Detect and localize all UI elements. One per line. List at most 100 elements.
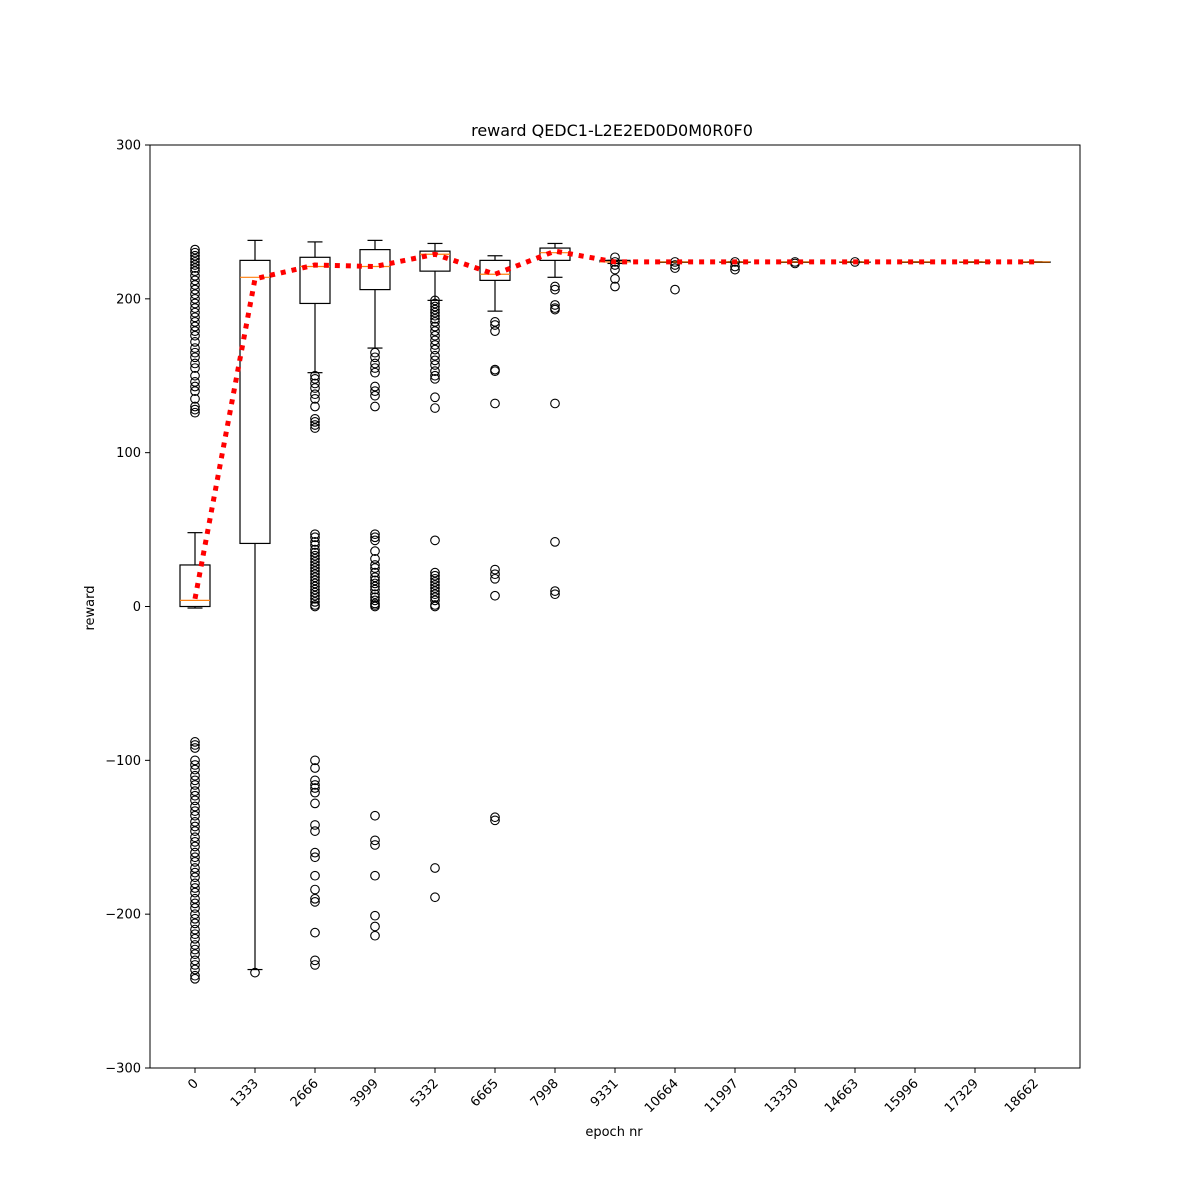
outlier-point xyxy=(310,847,320,858)
outlier-point xyxy=(310,826,320,836)
outlier-point xyxy=(550,281,560,292)
y-tick-label: −200 xyxy=(105,908,141,923)
outlier-point xyxy=(370,835,380,846)
outlier-point xyxy=(550,304,560,315)
outlier-point xyxy=(370,575,380,586)
outlier-point xyxy=(190,377,200,387)
outlier-point xyxy=(430,373,440,384)
outlier-point xyxy=(310,870,320,881)
outlier-point xyxy=(190,737,200,747)
outlier-point xyxy=(310,584,320,595)
outlier-point xyxy=(430,595,440,606)
outlier-point xyxy=(430,892,440,903)
outlier-point xyxy=(370,572,380,583)
outlier-point xyxy=(430,567,440,578)
outlier-point xyxy=(310,852,320,863)
outlier-point xyxy=(310,557,320,567)
outlier-point xyxy=(190,303,200,313)
outlier-point xyxy=(190,764,200,775)
outlier-point xyxy=(190,244,200,255)
outlier-point xyxy=(730,264,740,275)
outlier-point xyxy=(190,293,200,304)
outlier-point xyxy=(430,321,440,332)
outlier-point xyxy=(190,940,200,950)
outlier-point xyxy=(190,407,200,418)
outlier-point xyxy=(310,578,320,589)
axes-frame xyxy=(149,144,1081,1069)
outlier-point xyxy=(190,775,200,786)
outlier-point xyxy=(190,266,200,276)
outlier-point xyxy=(190,289,200,300)
outlier-point xyxy=(490,815,500,826)
outlier-point xyxy=(370,578,380,589)
outlier-point xyxy=(310,373,320,384)
outlier-point xyxy=(490,573,500,584)
outlier-point xyxy=(490,569,500,580)
outlier-point xyxy=(190,949,200,960)
outlier-point xyxy=(670,260,680,270)
outlier-point xyxy=(490,398,500,409)
outlier-point xyxy=(310,798,320,809)
outlier-point xyxy=(190,347,200,358)
outlier-point xyxy=(190,770,200,781)
outlier-point xyxy=(190,755,200,766)
outlier-point xyxy=(310,550,320,561)
outlier-point xyxy=(190,263,200,273)
outlier-point xyxy=(190,257,200,267)
outlier-point xyxy=(190,358,200,369)
outlier-point xyxy=(310,783,320,793)
outlier-point xyxy=(490,590,500,601)
outlier-point xyxy=(190,924,200,935)
outlier-point xyxy=(370,563,380,573)
outlier-point xyxy=(190,887,200,898)
outlier-point xyxy=(670,284,680,295)
outlier-point xyxy=(430,301,440,312)
outlier-point xyxy=(310,893,320,904)
outlier-point xyxy=(370,584,380,595)
outlier-point xyxy=(190,933,200,944)
outlier-point xyxy=(370,581,380,592)
outlier-point xyxy=(190,806,200,816)
outlier-point xyxy=(190,826,200,836)
box xyxy=(179,564,211,608)
outlier-point xyxy=(190,903,200,913)
outlier-point xyxy=(370,358,380,369)
outlier-point xyxy=(190,955,200,966)
outlier-point xyxy=(430,310,440,321)
outlier-point xyxy=(190,298,200,309)
outlier-point xyxy=(370,386,380,396)
outlier-point xyxy=(370,529,380,540)
outlier-point xyxy=(310,572,320,583)
outlier-point xyxy=(550,398,560,409)
outlier-point xyxy=(370,601,380,612)
box xyxy=(299,256,331,305)
outlier-point xyxy=(430,298,440,309)
outlier-point xyxy=(430,403,440,413)
outlier-point xyxy=(190,970,200,981)
outlier-point xyxy=(490,326,500,336)
outlier-point xyxy=(310,532,320,543)
outlier-point xyxy=(310,566,320,576)
outlier-point xyxy=(190,352,200,363)
outlier-point xyxy=(430,577,440,587)
box xyxy=(359,249,391,291)
outlier-point xyxy=(190,404,200,415)
outlier-point xyxy=(430,313,440,324)
y-tick-label: 200 xyxy=(116,292,141,307)
chart-title: reward QEDC1-L2E2ED0D0M0R0F0 xyxy=(471,121,753,140)
outlier-point xyxy=(190,370,200,381)
outlier-point xyxy=(430,392,440,403)
outlier-point xyxy=(190,852,200,863)
outlier-point xyxy=(310,927,320,938)
outlier-point xyxy=(310,569,320,580)
outlier-point xyxy=(310,413,320,424)
outlier-point xyxy=(310,581,320,592)
outlier-point xyxy=(190,867,200,878)
outlier-point xyxy=(430,580,440,590)
outlier-point xyxy=(190,857,200,867)
outlier-point xyxy=(550,284,560,295)
outlier-point xyxy=(550,300,560,310)
outlier-point xyxy=(370,921,380,932)
outlier-point xyxy=(310,955,320,966)
